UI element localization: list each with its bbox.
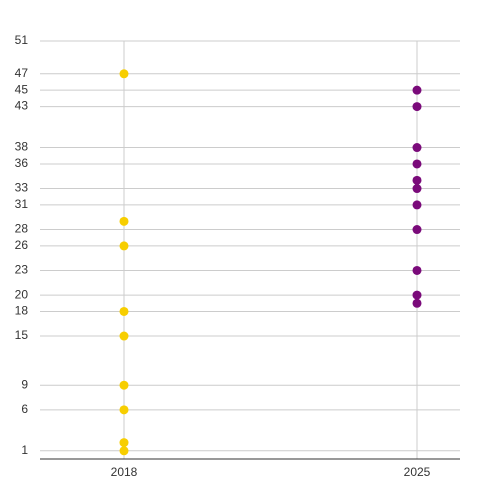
dot <box>119 446 129 456</box>
dot <box>119 216 129 226</box>
dot <box>412 143 422 153</box>
y-tick-label: 33 <box>15 181 29 195</box>
dot <box>119 241 129 251</box>
dot <box>119 331 129 341</box>
y-tick-label: 45 <box>15 82 29 96</box>
y-tick-label: 31 <box>15 197 29 211</box>
dot <box>119 69 129 79</box>
dot <box>412 159 422 169</box>
dot <box>119 405 129 415</box>
x-tick-label: 2018 <box>111 465 138 479</box>
y-tick-label: 26 <box>15 238 29 252</box>
dot <box>412 102 422 112</box>
dot <box>119 306 129 316</box>
y-tick-label: 51 <box>15 33 29 47</box>
x-tick-label: 2025 <box>404 465 431 479</box>
y-tick-label: 36 <box>15 156 29 170</box>
dot <box>412 225 422 235</box>
dot <box>412 85 422 95</box>
y-tick-label: 43 <box>15 99 29 113</box>
dot <box>119 380 129 390</box>
dot <box>412 265 422 275</box>
y-tick-label: 20 <box>15 287 29 301</box>
y-tick-label: 1 <box>21 443 28 457</box>
dot <box>412 200 422 210</box>
y-tick-label: 47 <box>15 66 29 80</box>
dot <box>412 298 422 308</box>
dot <box>412 290 422 300</box>
dot <box>412 175 422 185</box>
y-tick-label: 38 <box>15 140 29 154</box>
y-tick-label: 23 <box>15 263 29 277</box>
y-tick-label: 15 <box>15 328 29 342</box>
dot <box>119 438 129 448</box>
y-tick-label: 18 <box>15 304 29 318</box>
y-tick-label: 6 <box>21 402 28 416</box>
y-tick-label: 9 <box>21 377 28 391</box>
dot <box>412 184 422 194</box>
y-tick-label: 28 <box>15 222 29 236</box>
